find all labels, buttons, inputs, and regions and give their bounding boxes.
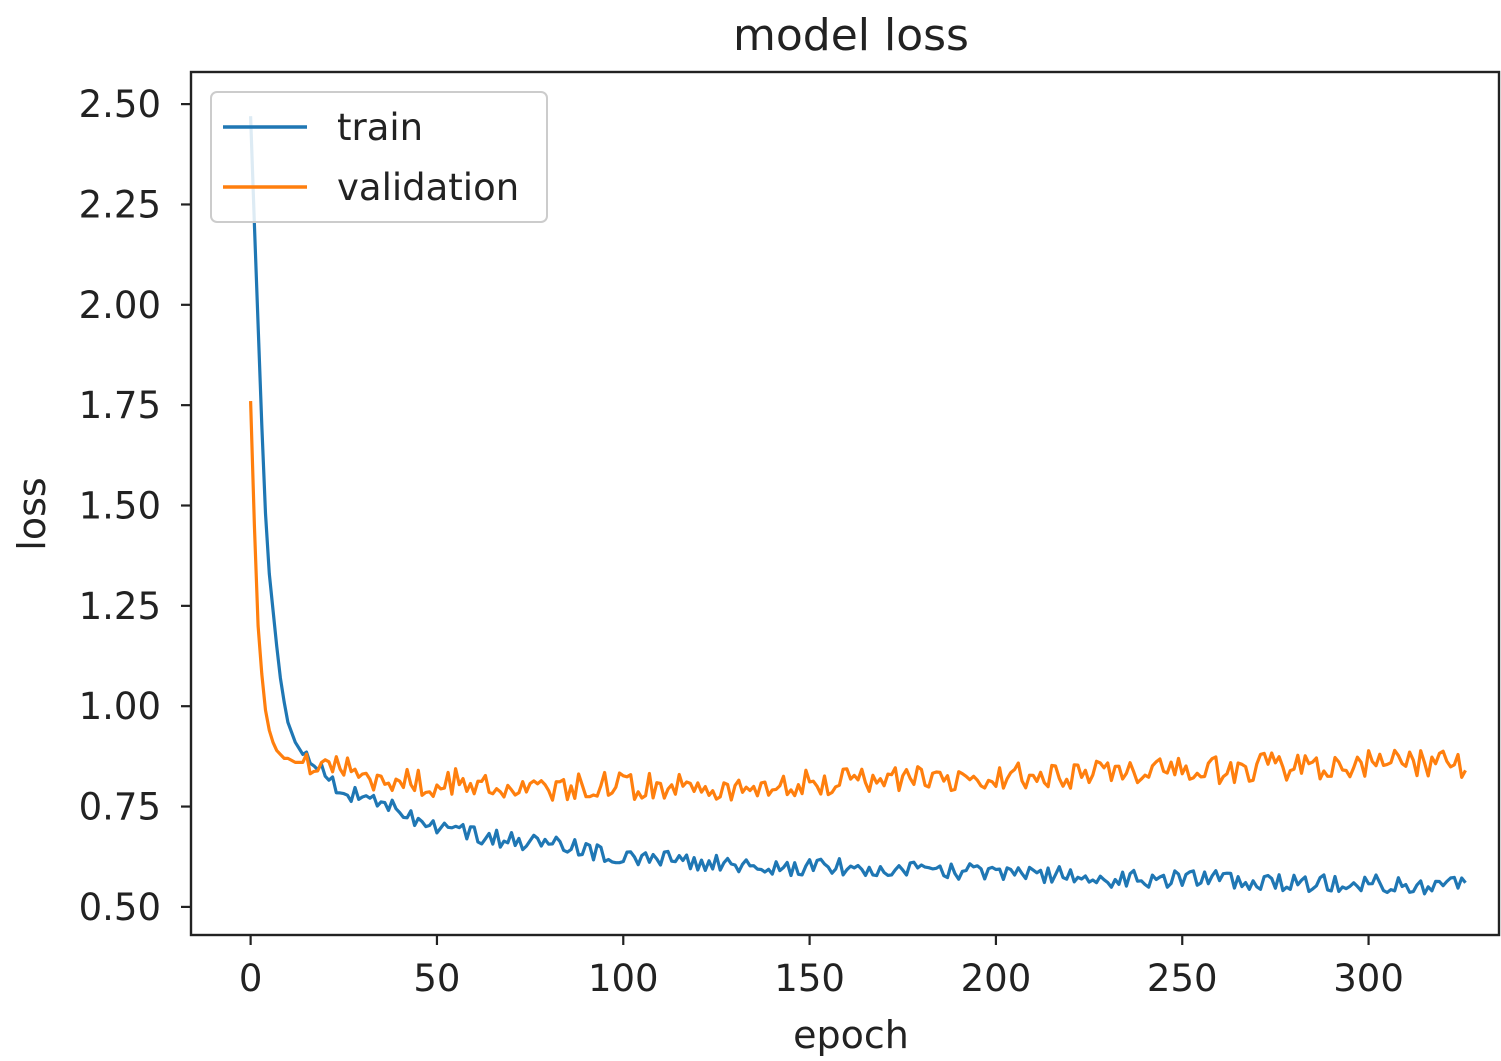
y-tick-label: 1.50 (79, 485, 161, 528)
legend-label-validation: validation (337, 166, 519, 209)
y-tick-label: 0.50 (79, 886, 161, 929)
y-tick-label: 1.25 (79, 585, 161, 628)
y-tick-label: 0.75 (79, 786, 161, 829)
y-tick-label: 2.25 (79, 183, 161, 226)
series-layer (249, 116, 1467, 896)
x-tick-label: 50 (413, 957, 460, 1000)
y-tick-label: 1.75 (79, 384, 161, 427)
x-tick-label: 300 (1333, 957, 1404, 1000)
x-tick-label: 0 (239, 957, 263, 1000)
series-line-validation (249, 401, 1467, 802)
x-axis-label: epoch (793, 1013, 909, 1057)
chart-title: model loss (733, 10, 969, 61)
y-tick-label: 1.00 (79, 685, 161, 728)
x-tick-label: 200 (961, 957, 1032, 1000)
x-tick-label: 100 (588, 957, 659, 1000)
x-tick-label: 150 (774, 957, 845, 1000)
legend-label-train: train (337, 106, 423, 149)
x-tick-label: 250 (1147, 957, 1218, 1000)
axes-layer: 0.50 0.75 1.00 1.25 1.50 1.75 2.00 2.25 2.50 0 50 1… (79, 70, 1501, 1000)
y-tick-label: 2.50 (79, 83, 161, 126)
y-axis-label: loss (10, 477, 54, 550)
legend: train validation (210, 91, 548, 223)
y-tick-label: 2.00 (79, 284, 161, 327)
legend-box (210, 91, 548, 223)
plot-frame (189, 70, 1501, 937)
series-line-train (249, 116, 1467, 896)
